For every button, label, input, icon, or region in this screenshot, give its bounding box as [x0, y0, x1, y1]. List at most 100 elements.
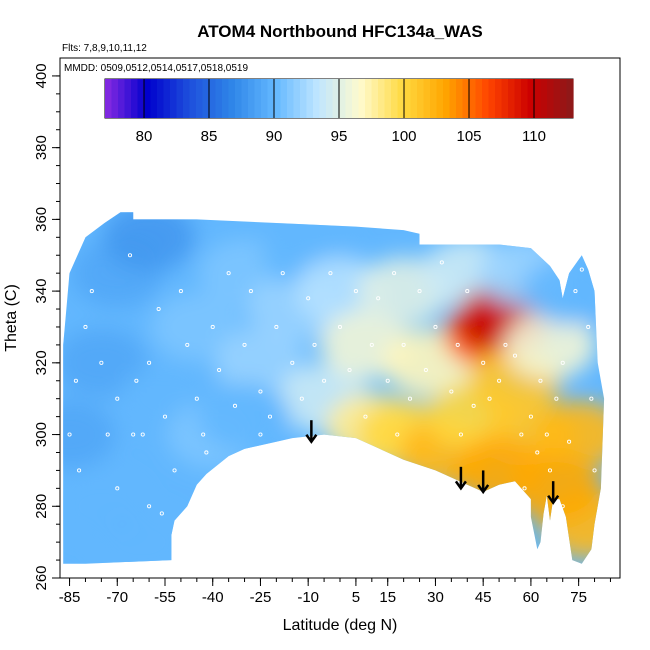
sample-point	[363, 414, 368, 419]
colorbar-segment	[371, 79, 379, 118]
colorbar-segment	[469, 79, 477, 118]
sample-point	[449, 389, 454, 394]
colorbar-segment	[397, 79, 405, 118]
sample-point	[194, 396, 199, 401]
sample-point	[433, 324, 438, 330]
sample-point	[560, 360, 565, 365]
sample-point	[134, 378, 139, 383]
colorbar-segment	[137, 79, 145, 118]
sample-point	[204, 450, 209, 455]
sample-point	[185, 342, 190, 347]
sample-point	[83, 324, 88, 330]
arrow-head	[454, 480, 467, 491]
heatmap-cell	[214, 328, 307, 397]
sample-point	[528, 414, 533, 419]
colorbar-segment	[300, 79, 308, 118]
colorbar-segment	[436, 79, 444, 118]
x-tick-label: -85	[59, 589, 81, 606]
colorbar-segment	[124, 79, 132, 118]
sample-point	[519, 432, 524, 437]
colorbar-segment	[111, 79, 119, 118]
colorbar-segment	[410, 79, 418, 118]
x-tick-label: 30	[427, 589, 444, 606]
x-axis: -85 -70 -55 -40 -25 -10 5 15 30 45 60 75	[59, 578, 611, 606]
heatmap-cell	[504, 310, 596, 379]
sample-point	[258, 389, 263, 394]
sample-point	[579, 267, 584, 272]
colorbar-segment	[384, 79, 392, 118]
sample-point	[115, 396, 120, 401]
sample-point	[210, 486, 215, 491]
colorbar-segment	[547, 79, 555, 118]
colorbar-segment	[560, 79, 568, 118]
colorbar-segment	[553, 79, 561, 118]
sample-point	[567, 439, 572, 444]
y-axis: 260 280 300 320 340 360 380 400	[33, 63, 60, 591]
sample-point	[140, 432, 145, 437]
colorbar-segment	[540, 79, 548, 118]
colorbar-ramp: 80 85 90 95 100 105 110	[105, 79, 574, 145]
sample-point	[503, 342, 508, 347]
sample-point	[299, 396, 304, 401]
sample-point	[369, 342, 374, 347]
sample-point	[423, 367, 428, 373]
sample-point	[89, 289, 94, 294]
colorbar-segment	[501, 79, 509, 118]
colorbar-segment	[475, 79, 483, 118]
colorbar-segment	[306, 79, 314, 118]
colorbar-segment	[215, 79, 223, 118]
colorbar-segment	[423, 79, 431, 118]
sample-point	[280, 271, 285, 276]
heatmap-cell	[532, 400, 605, 469]
sample-point	[512, 353, 518, 358]
colorbar-segment	[352, 79, 360, 118]
sample-point	[274, 324, 279, 330]
colorbar-segment	[280, 79, 288, 118]
arrow-head	[305, 433, 318, 444]
colorbar-segment	[163, 79, 171, 118]
x-tick-label: -70	[106, 589, 128, 606]
y-tick-label: 340	[33, 279, 50, 304]
sample-point	[322, 378, 327, 383]
sample-point	[487, 396, 492, 401]
colorbar-segment	[365, 79, 373, 118]
sample-point	[162, 414, 168, 419]
heatmap-cell	[453, 436, 546, 505]
y-tick-label: 300	[33, 422, 50, 447]
sample-point	[67, 432, 72, 437]
y-tick-label: 400	[33, 63, 50, 88]
colorbar-segment	[274, 79, 282, 118]
sample-point	[592, 468, 597, 473]
x-tick-label: -10	[297, 589, 319, 606]
colorbar-segment	[189, 79, 197, 118]
sample-point	[547, 468, 553, 473]
sample-point	[401, 342, 406, 347]
sample-point	[232, 403, 238, 408]
sample-point	[337, 324, 343, 330]
x-tick-label: -40	[202, 589, 224, 606]
sample-point	[147, 360, 152, 365]
colorbar-segment	[176, 79, 184, 118]
sample-point	[471, 403, 476, 408]
colorbar-segment	[105, 79, 113, 118]
sample-point	[395, 432, 400, 437]
sample-point	[481, 360, 486, 365]
arrow-head	[547, 494, 560, 505]
colorbar-segment	[267, 79, 275, 118]
sample-point	[127, 253, 133, 258]
sample-point	[554, 396, 559, 401]
colorbar-segment	[521, 79, 529, 118]
heatmap-cell	[63, 400, 116, 469]
sample-point	[172, 468, 177, 473]
heatmap-cell	[63, 328, 148, 397]
colorbar-tick-label: 110	[522, 128, 546, 145]
x-axis-label: Latitude (deg N)	[283, 617, 398, 634]
colorbar-segment	[293, 79, 301, 118]
heatmap-field	[63, 212, 605, 564]
sample-point	[417, 289, 422, 294]
colorbar-segment	[430, 79, 438, 118]
sample-point	[306, 296, 311, 301]
colorbar-segment	[313, 79, 321, 118]
arrow-head	[477, 484, 490, 495]
x-tick-label: 5	[352, 589, 360, 606]
